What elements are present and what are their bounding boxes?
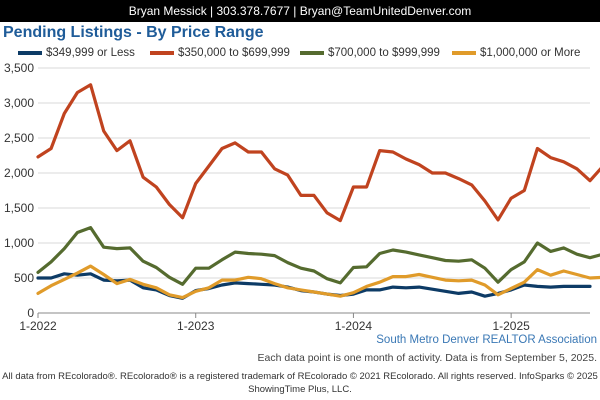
y-tick-label: 2,500 <box>4 131 34 145</box>
contact-header: Bryan Messick | 303.378.7677 | Bryan@Tea… <box>0 0 600 22</box>
legend-swatch <box>18 50 42 55</box>
x-tick-label: 1-2024 <box>335 319 373 333</box>
legend-item-349k-or-less: $349,999 or Less <box>18 47 135 59</box>
footer-copyright: All data from REcolorado®. REcolorado® i… <box>2 371 598 382</box>
source-credit: South Metro Denver REALTOR Association <box>376 334 597 346</box>
series-lines <box>36 83 600 300</box>
y-tick-label: 2,000 <box>4 166 34 180</box>
footer-company: ShowingTime Plus, LLC. <box>248 384 352 395</box>
legend: $349,999 or Less $350,000 to $699,999 $7… <box>0 47 600 63</box>
series-line <box>36 272 592 300</box>
y-tick-label: 500 <box>14 271 34 285</box>
legend-swatch <box>452 50 476 55</box>
legend-label: $1,000,000 or More <box>480 47 581 59</box>
legend-label: $350,000 to $699,999 <box>178 47 290 59</box>
y-tick-label: 3,000 <box>4 96 34 110</box>
chart-title: Pending Listings - By Price Range <box>3 24 264 41</box>
data-note: Each data point is one month of activity… <box>257 352 598 364</box>
y-tick-label: 3,500 <box>4 61 34 75</box>
y-tick-label: 0 <box>27 306 34 320</box>
x-tick-label: 1-2022 <box>19 319 57 333</box>
axes: 0 500 1,000 1,500 2,000 2,500 3,000 3,500 1-2022… <box>4 61 530 333</box>
y-tick-label: 1,500 <box>4 201 34 215</box>
legend-label: $700,000 to $999,999 <box>328 47 440 59</box>
x-tick-label: 1-2023 <box>177 319 215 333</box>
y-tick-label: 1,000 <box>4 236 34 250</box>
series-line <box>36 83 600 223</box>
legend-item-1m-or-more: $1,000,000 or More <box>452 47 580 59</box>
series-line <box>36 264 600 300</box>
legend-swatch <box>150 50 174 55</box>
legend-item-700k-to-999k: $700,000 to $999,999 <box>300 47 440 59</box>
legend-item-350k-to-699k: $350,000 to $699,999 <box>150 47 290 59</box>
legend-label: $349,999 or Less <box>46 47 135 59</box>
x-tick-label: 1-2025 <box>492 319 530 333</box>
series-line <box>36 226 600 286</box>
footer: All data from REcolorado®. REcolorado® i… <box>0 370 600 396</box>
gridlines <box>38 67 590 314</box>
legend-swatch <box>300 50 324 55</box>
